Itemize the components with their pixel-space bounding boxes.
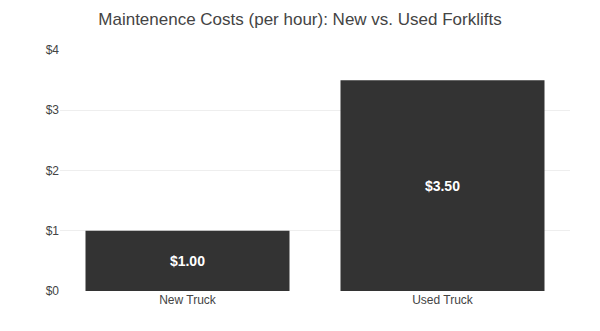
svg-text:$2: $2 [46,164,60,178]
svg-text:New Truck: New Truck [159,293,217,307]
svg-text:Maintenence Costs (per hour):: Maintenence Costs (per hour): New vs. Us… [98,10,501,29]
svg-text:$1: $1 [46,224,60,238]
svg-text:$0: $0 [46,284,60,298]
svg-text:$3.50: $3.50 [425,178,460,194]
svg-text:Used Truck: Used Truck [412,293,474,307]
svg-text:$3: $3 [46,103,60,117]
svg-text:$4: $4 [46,43,60,57]
svg-text:$1.00: $1.00 [170,253,205,269]
